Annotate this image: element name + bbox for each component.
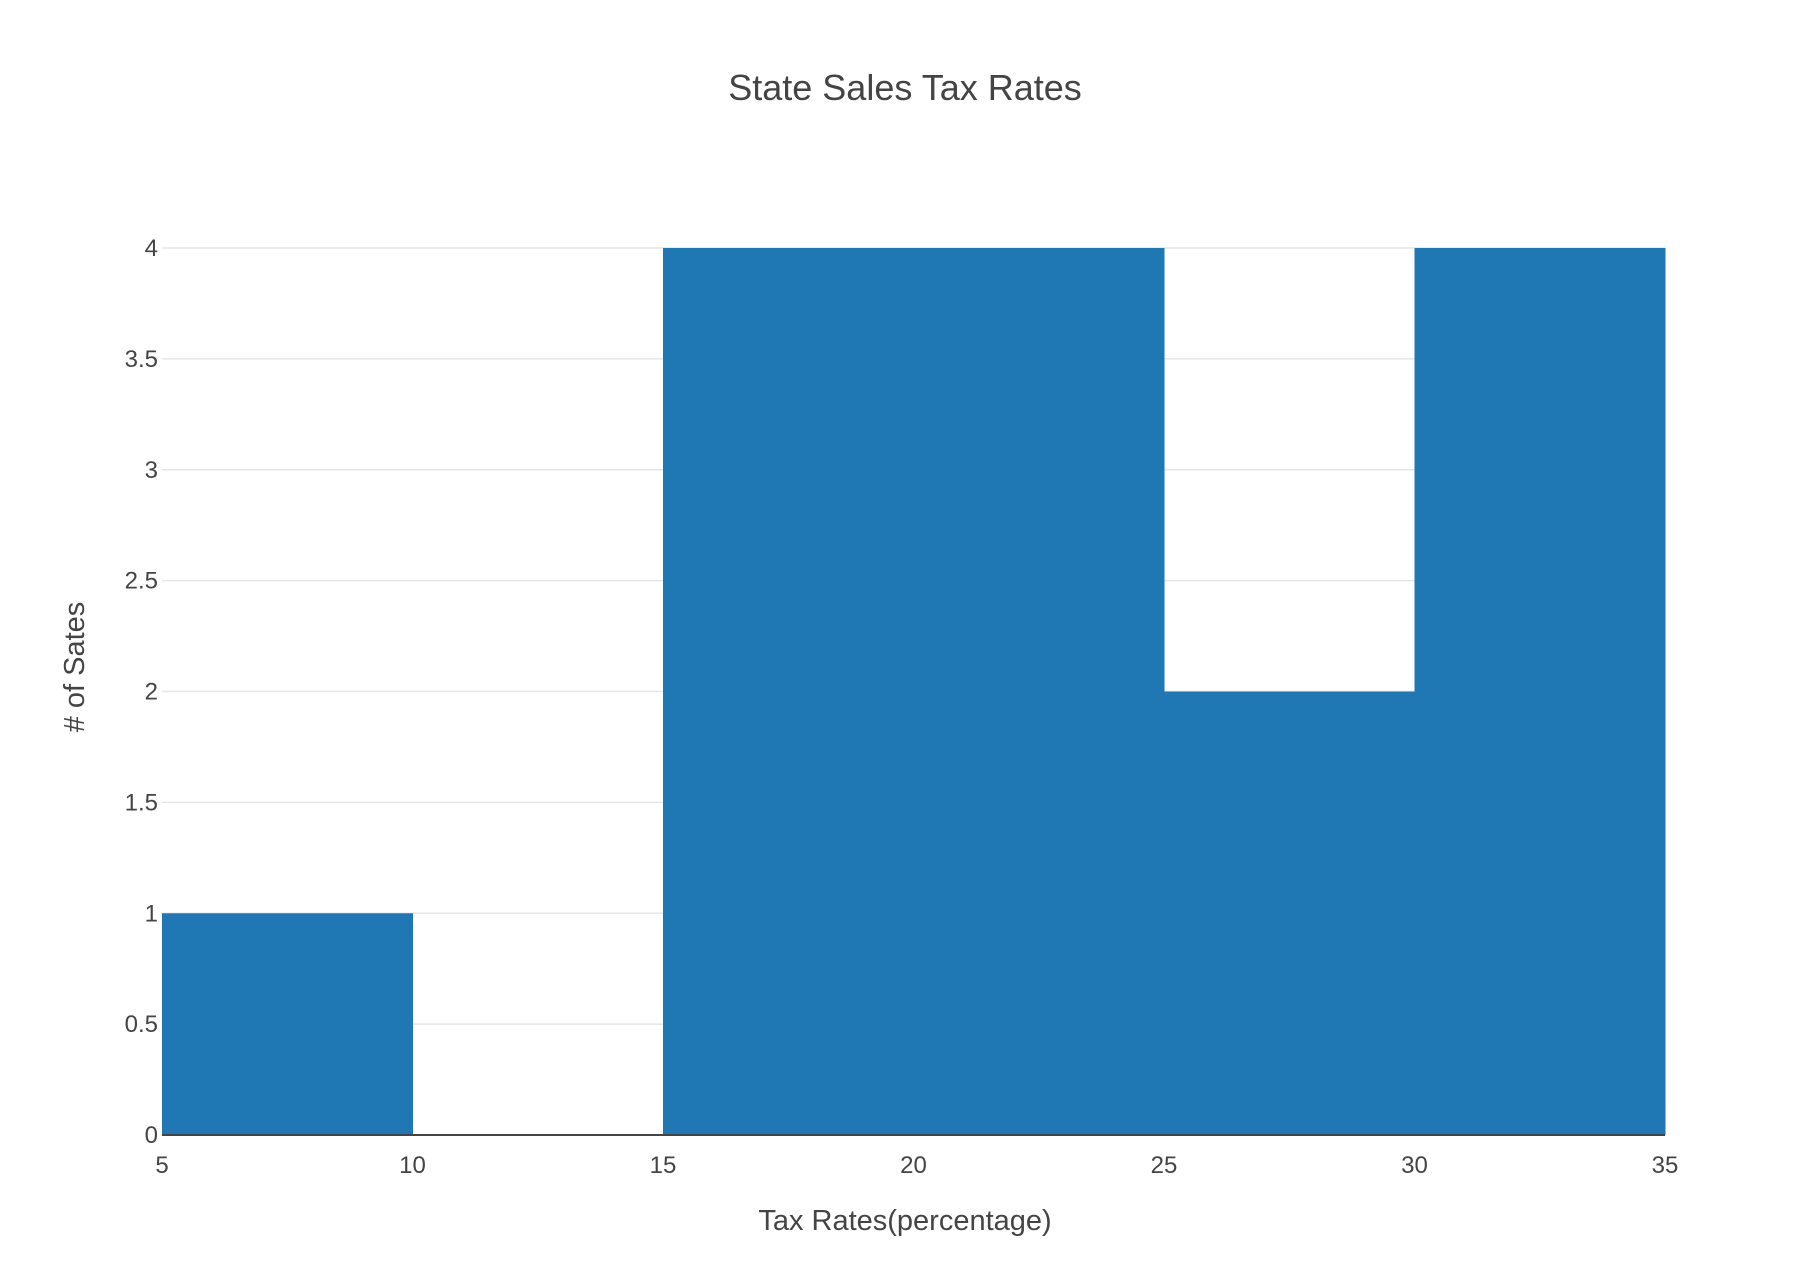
histogram-bar[interactable] bbox=[1164, 691, 1415, 1136]
y-tick-label: 4 bbox=[145, 235, 158, 262]
x-tick-label: 35 bbox=[1652, 1152, 1679, 1179]
y-tick-label: 3.5 bbox=[125, 346, 158, 373]
x-axis-title: Tax Rates(percentage) bbox=[758, 1205, 1051, 1237]
histogram-bar[interactable] bbox=[663, 248, 914, 1135]
x-tick-label: 20 bbox=[900, 1152, 927, 1179]
y-tick-label: 3 bbox=[145, 457, 158, 484]
x-tick-label: 5 bbox=[155, 1152, 168, 1179]
histogram-bar[interactable] bbox=[1414, 248, 1666, 1135]
x-tick-label: 15 bbox=[650, 1152, 677, 1179]
x-tick-label: 25 bbox=[1151, 1152, 1178, 1179]
y-axis-title: # of Sates bbox=[59, 602, 91, 733]
x-tick-label: 10 bbox=[399, 1152, 426, 1179]
histogram-bar[interactable] bbox=[913, 248, 1165, 1135]
axes: 0 0.5 1 1.5 2 2.5 3 3.5 4 5 10 15 20 25 30 35 bbox=[125, 235, 1679, 1179]
y-tick-label: 0.5 bbox=[125, 1011, 158, 1038]
y-tick-label: 0 bbox=[145, 1122, 158, 1149]
y-tick-label: 2 bbox=[145, 679, 158, 706]
y-tick-label: 2.5 bbox=[125, 568, 158, 595]
x-tick-label: 30 bbox=[1401, 1152, 1428, 1179]
chart-title: State Sales Tax Rates bbox=[728, 67, 1082, 108]
bars bbox=[162, 248, 1666, 1135]
histogram-bar[interactable] bbox=[162, 913, 413, 1135]
y-tick-label: 1.5 bbox=[125, 789, 158, 816]
y-tick-label: 1 bbox=[145, 900, 158, 927]
